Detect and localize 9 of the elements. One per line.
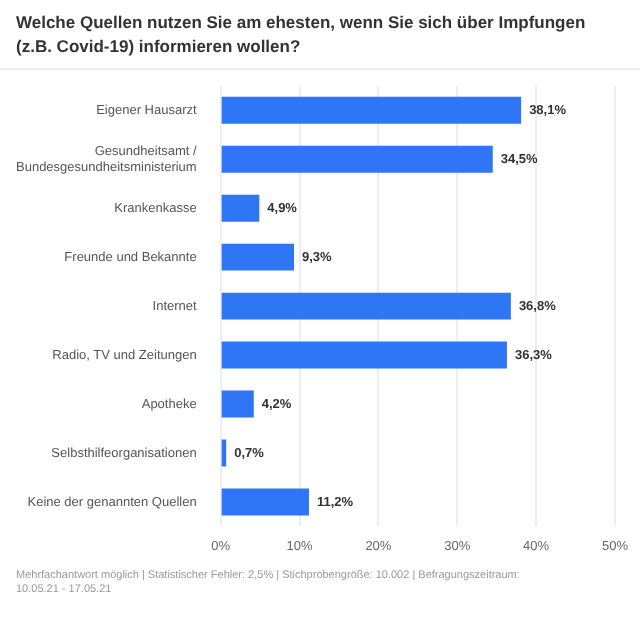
- bar: [221, 145, 493, 173]
- bar: [221, 390, 254, 418]
- bar: [221, 243, 294, 271]
- bar: [221, 341, 507, 369]
- bar: [221, 292, 511, 320]
- bar: [221, 96, 522, 124]
- chart-title: Welche Quellen nutzen Sie am ehesten, wenn Sie sich über Impfungen (z.B. Covid-19) informieren wollen?: [0, 0, 640, 70]
- bar: [221, 488, 309, 515]
- bar: [221, 194, 260, 222]
